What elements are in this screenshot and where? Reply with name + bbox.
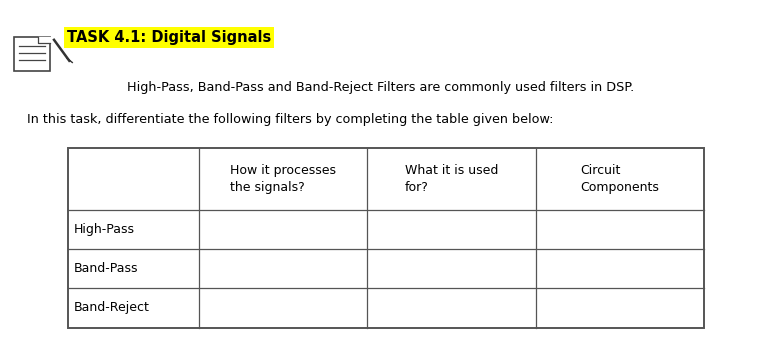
Text: TASK 4.1: Digital Signals: TASK 4.1: Digital Signals xyxy=(67,30,271,45)
Text: In this task, differentiate the following filters by completing the table given : In this task, differentiate the followin… xyxy=(27,113,553,126)
Text: Band-Reject: Band-Reject xyxy=(74,301,150,315)
Text: Band-Pass: Band-Pass xyxy=(74,262,139,275)
FancyBboxPatch shape xyxy=(14,37,50,71)
Bar xyxy=(68,148,704,328)
Text: High-Pass, Band-Pass and Band-Reject Filters are commonly used filters in DSP.: High-Pass, Band-Pass and Band-Reject Fil… xyxy=(127,81,634,94)
Text: How it processes
the signals?: How it processes the signals? xyxy=(230,164,336,194)
Text: High-Pass: High-Pass xyxy=(74,223,135,236)
Text: Circuit
Components: Circuit Components xyxy=(581,164,659,194)
Polygon shape xyxy=(38,37,50,43)
Text: What it is used
for?: What it is used for? xyxy=(405,164,498,194)
